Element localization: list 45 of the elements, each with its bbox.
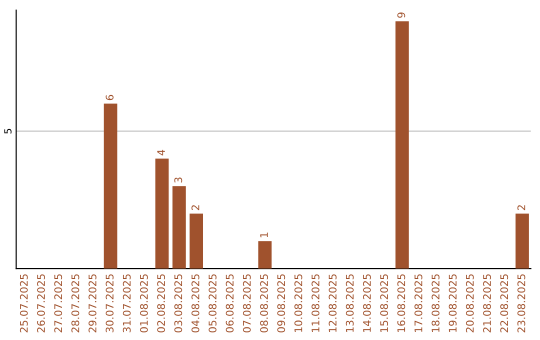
x-tick-label: 23.08.2025 xyxy=(517,274,526,332)
x-tick-label: 16.08.2025 xyxy=(397,274,406,332)
bar xyxy=(104,104,118,269)
x-tick-label: 30.07.2025 xyxy=(106,274,114,332)
data-label: 3 xyxy=(174,178,182,183)
x-tick-label: 15.08.2025 xyxy=(380,274,388,332)
data-label: 2 xyxy=(191,205,200,210)
x-tick-label: 20.08.2025 xyxy=(466,274,474,332)
x-tick-label: 05.08.2025 xyxy=(208,274,216,332)
x-tick-label: 19.08.2025 xyxy=(448,274,457,332)
bar xyxy=(172,186,186,269)
x-tick-label: 04.08.2025 xyxy=(191,274,200,332)
x-tick-label: 11.08.2025 xyxy=(312,274,320,332)
x-tick-label: 31.07.2025 xyxy=(122,274,131,332)
x-tick-label: 17.08.2025 xyxy=(414,274,422,332)
x-tick-label: 29.07.2025 xyxy=(88,274,96,332)
data-label: 6 xyxy=(106,94,114,100)
bar xyxy=(190,214,204,269)
data-label: 2 xyxy=(517,205,526,210)
x-tick-label: 13.08.2025 xyxy=(346,274,354,332)
x-tick-label: 26.07.2025 xyxy=(37,274,45,332)
x-tick-label: 14.08.2025 xyxy=(363,274,371,332)
x-tick-label: 10.08.2025 xyxy=(294,274,302,332)
x-tick-label: 28.07.2025 xyxy=(71,274,80,332)
x-tick-label: 07.08.2025 xyxy=(242,274,251,332)
x-tick-label: 09.08.2025 xyxy=(277,274,286,332)
x-tick-label: 18.08.2025 xyxy=(432,274,440,332)
x-tick-label: 06.08.2025 xyxy=(226,274,234,332)
data-label: 1 xyxy=(260,232,268,238)
x-tick-label: 08.08.2025 xyxy=(260,274,268,332)
bar xyxy=(155,158,169,269)
x-tick-label: 27.07.2025 xyxy=(54,274,62,332)
x-tick-label: 03.08.2025 xyxy=(174,274,182,332)
x-tick-label: 12.08.2025 xyxy=(328,274,337,332)
bar xyxy=(516,214,529,269)
data-label: 9 xyxy=(397,12,406,18)
x-tick-label: 21.08.2025 xyxy=(483,274,491,332)
x-tick-label: 22.08.2025 xyxy=(500,274,508,332)
x-tick-label: 25.07.2025 xyxy=(20,274,28,332)
bar xyxy=(258,241,272,269)
x-tick-label: 02.08.2025 xyxy=(157,274,166,332)
data-label: 4 xyxy=(157,150,165,156)
x-tick-label: 01.08.2025 xyxy=(140,274,148,332)
y-tick-label: 5 xyxy=(4,128,12,134)
bar xyxy=(395,21,409,269)
